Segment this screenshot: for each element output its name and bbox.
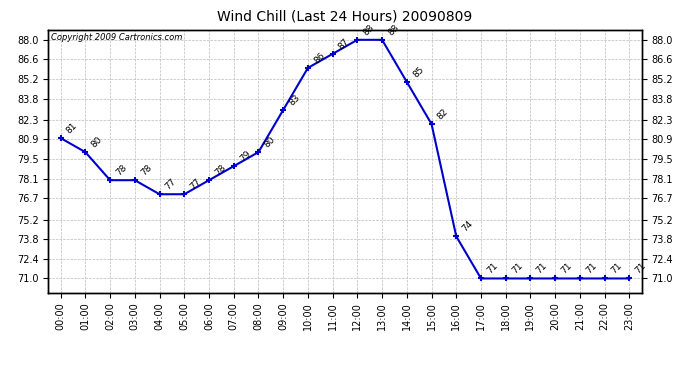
Text: 78: 78 <box>139 163 153 177</box>
Text: 74: 74 <box>460 219 475 234</box>
Text: 71: 71 <box>609 261 623 276</box>
Text: 86: 86 <box>312 51 326 65</box>
Text: 83: 83 <box>287 93 302 107</box>
Text: 88: 88 <box>362 22 376 37</box>
Text: 71: 71 <box>560 261 574 276</box>
Text: 78: 78 <box>213 163 228 177</box>
Text: 71: 71 <box>633 261 648 276</box>
Text: 81: 81 <box>65 121 79 135</box>
Text: Copyright 2009 Cartronics.com: Copyright 2009 Cartronics.com <box>51 33 183 42</box>
Text: 71: 71 <box>510 261 524 276</box>
Text: Wind Chill (Last 24 Hours) 20090809: Wind Chill (Last 24 Hours) 20090809 <box>217 9 473 23</box>
Text: 88: 88 <box>386 22 401 37</box>
Text: 71: 71 <box>485 261 500 276</box>
Text: 87: 87 <box>337 37 351 51</box>
Text: 80: 80 <box>263 135 277 149</box>
Text: 71: 71 <box>535 261 549 276</box>
Text: 71: 71 <box>584 261 598 276</box>
Text: 79: 79 <box>238 149 253 164</box>
Text: 80: 80 <box>90 135 104 149</box>
Text: 82: 82 <box>435 107 450 121</box>
Text: 77: 77 <box>164 177 178 192</box>
Text: 77: 77 <box>188 177 203 192</box>
Text: 85: 85 <box>411 64 426 79</box>
Text: 78: 78 <box>115 163 129 177</box>
